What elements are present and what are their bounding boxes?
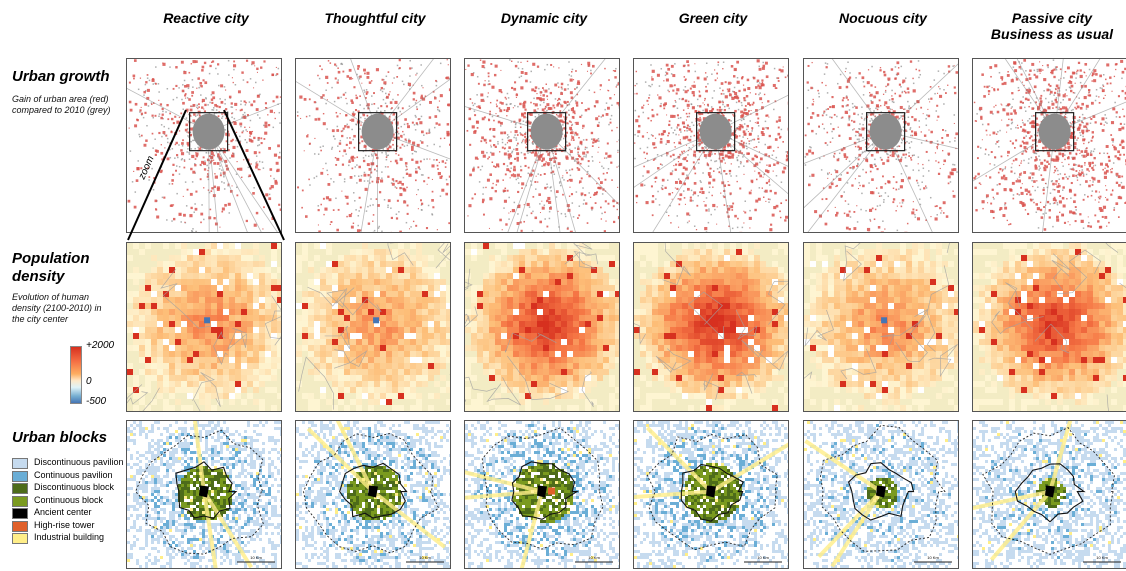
- row-title-population-density: Population density: [12, 250, 90, 285]
- density-colorbar: [70, 346, 82, 404]
- legend-swatch: [12, 495, 28, 507]
- legend-label: Industrial building: [34, 532, 105, 542]
- row-title-urban-growth: Urban growth: [12, 68, 110, 85]
- map-urban-blocks-passive: 10 Km: [972, 420, 1126, 569]
- row-desc-urban-growth: Gain of urban area (red) compared to 201…: [12, 94, 111, 115]
- scale-bar-label: 10 Km: [1096, 555, 1108, 560]
- map-urban-blocks-green: 10 Km: [633, 420, 789, 569]
- map-urban-growth-thoughtful: [295, 58, 451, 233]
- scale-bar-label: 10 Km: [588, 555, 600, 560]
- legend-swatch: [12, 483, 28, 494]
- scenario-title-green: Green city: [678, 10, 748, 26]
- map-urban-blocks-nocuous: 10 Km: [803, 420, 959, 569]
- scenario-subtitle-passive: Business as usual: [990, 26, 1114, 42]
- zoom-label: zoom: [136, 154, 156, 182]
- map-urban-growth-green: [633, 58, 789, 233]
- scale-bar-label: 10 Km: [927, 555, 939, 560]
- legend-swatch: [12, 520, 28, 532]
- colorbar-mid-label: 0: [86, 376, 92, 387]
- scenario-title-reactive: Reactive city: [163, 10, 249, 26]
- map-urban-growth-dynamic: [464, 58, 620, 233]
- map-population-density-reactive: [126, 242, 282, 412]
- scenario-title-passive: Passive city Business as usual: [990, 10, 1114, 42]
- colorbar-min-label: -500: [86, 396, 107, 407]
- map-population-density-dynamic: [464, 242, 620, 412]
- legend-swatch: [12, 470, 28, 482]
- scenario-title-dynamic: Dynamic city: [500, 10, 588, 26]
- map-population-density-passive: [972, 242, 1126, 412]
- colorbar-max-label: +2000: [86, 340, 115, 351]
- map-urban-blocks-reactive: 10 Km: [126, 420, 282, 569]
- legend-label: Continuous block: [34, 494, 104, 505]
- map-population-density-thoughtful: [295, 242, 451, 412]
- legend-label: Discontinuous pavilion: [34, 457, 124, 467]
- row-desc-population-density: Evolution of human density (2100-2010) i…: [12, 292, 102, 324]
- scale-bar-label: 10 Km: [250, 555, 262, 560]
- map-population-density-green: [633, 242, 789, 412]
- map-population-density-nocuous: [803, 242, 959, 412]
- scenario-title-thoughtful: Thoughtful city: [324, 10, 426, 26]
- legend-label: Ancient center: [34, 507, 92, 517]
- legend-label: Discontinuous block: [34, 482, 115, 492]
- legend-swatch: [12, 458, 28, 469]
- map-urban-growth-passive: [972, 58, 1126, 233]
- map-urban-growth-reactive: [126, 58, 282, 233]
- map-urban-growth-nocuous: [803, 58, 959, 233]
- legend-label: Continuous pavilion: [34, 469, 113, 480]
- scale-bar-label: 10 Km: [757, 555, 769, 560]
- legend-swatch: [12, 533, 28, 544]
- map-urban-blocks-dynamic: 10 Km: [464, 420, 620, 569]
- scale-bar-label: 10 Km: [419, 555, 431, 560]
- map-urban-blocks-thoughtful: 10 Km: [295, 420, 451, 569]
- scenario-title-nocuous: Nocuous city: [839, 10, 927, 26]
- row-title-urban-blocks: Urban blocks: [12, 429, 108, 446]
- legend-label: High-rise tower: [34, 519, 95, 530]
- zoom-connector: zoom: [127, 109, 285, 241]
- legend-swatch: [12, 508, 28, 519]
